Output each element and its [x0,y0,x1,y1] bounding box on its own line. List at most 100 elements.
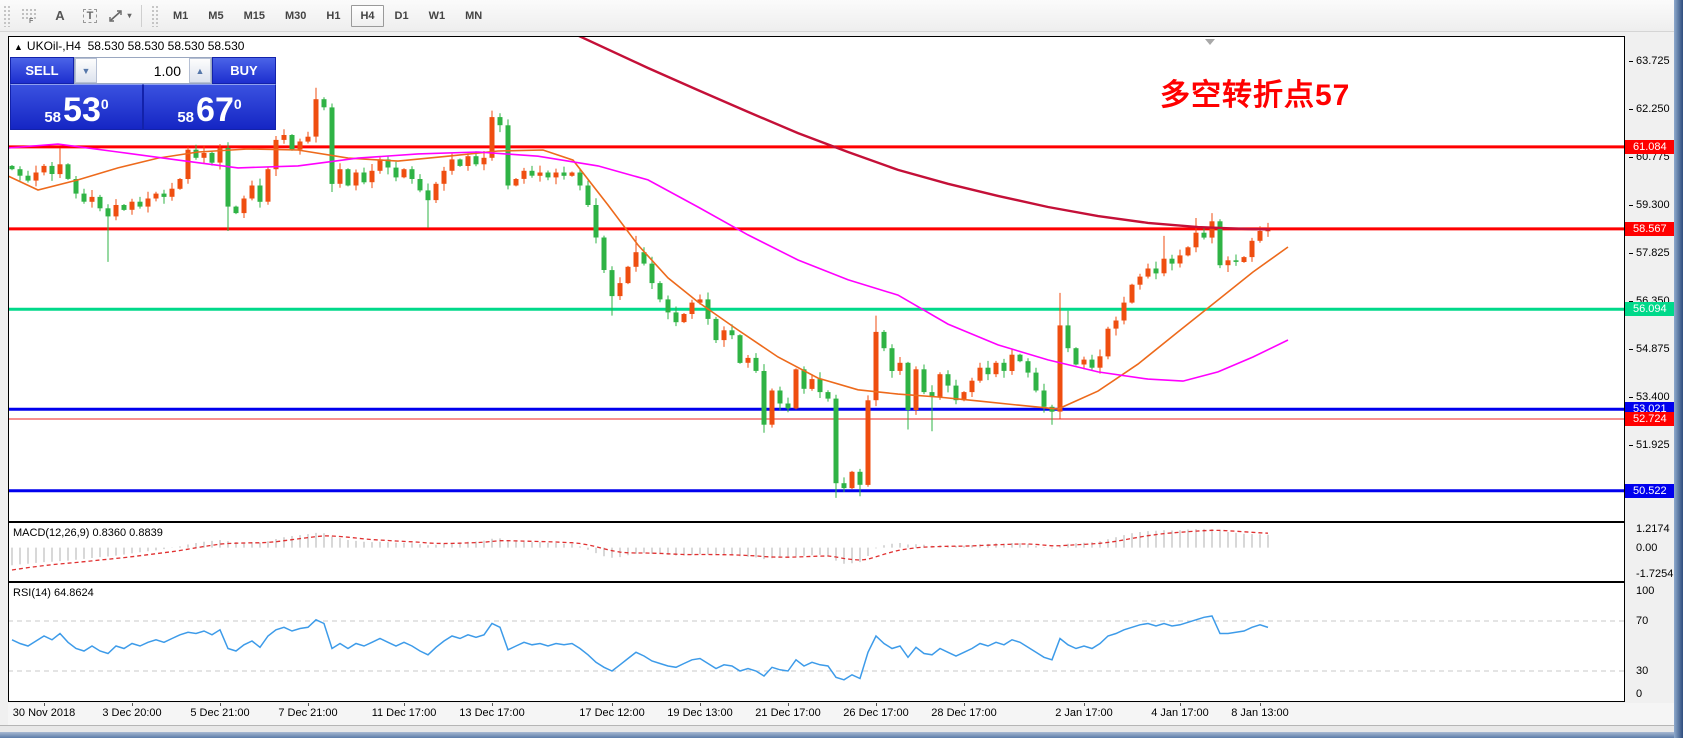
macd-axis-label: 0.00 [1636,542,1658,554]
time-tick [1260,703,1261,706]
sell-price-base: 58 [44,109,62,126]
time-tick [612,703,613,706]
time-tick [492,703,493,706]
time-tick [876,703,877,706]
toolbar-separator [141,4,142,27]
price-tick-label: 51.925 [1636,439,1670,451]
macd-axis-label: -1.7254 [1636,568,1674,580]
rsi-axis-label: 0 [1636,688,1643,700]
timeframe-group: M1 M5 M15 M30 H1 H4 D1 W1 MN [163,4,492,27]
price-tick [1629,109,1633,110]
time-tick-label: 5 Dec 21:00 [190,707,250,719]
toolbar-drag-handle[interactable] [3,4,11,27]
boxed-t-icon: T [82,8,98,23]
price-tick-label: 53.400 [1636,391,1670,403]
time-tick-label: 11 Dec 17:00 [371,707,437,719]
price-tick-label: 60.775 [1636,151,1670,163]
text-label-tool-button[interactable]: A [47,4,73,28]
price-tick [1629,61,1633,62]
sell-price-sup: 0 [100,96,109,112]
price-tick [1629,301,1633,302]
price-tick-label: 54.875 [1636,343,1670,355]
text-box-tool-button[interactable]: T [77,4,103,28]
chart-title: ▲ UKOil-,H4 58.530 58.530 58.530 58.530 [14,39,244,53]
ohlc-quotes-label: 58.530 58.530 58.530 58.530 [87,39,245,53]
chevron-down-icon: ▾ [127,11,132,20]
timeframe-button-h1[interactable]: H1 [326,9,341,22]
volume-decrease-button[interactable]: ▼ [75,58,97,83]
collapse-triangle-icon[interactable]: ▲ [14,42,23,52]
timeframe-button-w1[interactable]: W1 [428,9,446,22]
buy-price-sup: 0 [233,96,242,112]
price-level-badge: 52.724 [1625,412,1674,426]
time-tick [308,703,309,706]
svg-text:MACD(12,26,9) 0.8360 0.8839: MACD(12,26,9) 0.8360 0.8839 [13,527,163,539]
time-tick-label: 28 Dec 17:00 [931,707,997,719]
chart-annotation-text: 多空转折点57 [1160,79,1351,112]
sell-price-display[interactable]: 58 53 0 [10,84,143,130]
grid-f-icon: F [22,8,36,24]
timeframe-button-m5[interactable]: M5 [208,9,224,22]
bottom-window-strip [0,725,1683,738]
time-tick-label: 8 Jan 13:00 [1231,707,1289,719]
svg-text:RSI(14) 64.8624: RSI(14) 64.8624 [13,587,94,599]
svg-text:F: F [29,18,34,24]
sell-button[interactable]: SELL [10,57,74,84]
timeframe-button-d1[interactable]: D1 [394,9,409,22]
time-tick [132,703,133,706]
price-level-badge: 50.522 [1625,484,1674,498]
time-tick [44,703,45,706]
chart-window: MACD(12,26,9) 0.8360 0.8839 RSI(14) 64.86… [0,33,1674,738]
buy-price-display[interactable]: 58 67 0 [143,84,276,130]
time-tick-label: 3 Dec 20:00 [102,707,162,719]
buy-button[interactable]: BUY [212,57,276,84]
price-scale[interactable]: 63.725 62.250 60.775 59.300 57.825 56.350 54.8… [1625,36,1674,702]
sell-price-main: 53 [63,91,101,130]
macd-axis-label: 1.2174 [1636,523,1670,535]
timeframe-button-mn[interactable]: MN [465,9,483,22]
candlestick-chart: MACD(12,26,9) 0.8360 0.8839 RSI(14) 64.86… [8,36,1625,702]
price-tick [1629,253,1633,254]
time-tick-label: 17 Dec 12:00 [579,707,645,719]
grid-f-tool-button[interactable]: F [17,4,43,28]
time-axis[interactable]: 30 Nov 2018 3 Dec 20:00 5 Dec 21:00 7 Dec 2… [8,703,1674,725]
time-tick-label: 26 Dec 17:00 [843,707,909,719]
rsi-axis-label: 30 [1636,665,1649,677]
price-level-badge: 56.094 [1625,302,1674,316]
time-tick [788,703,789,706]
symbol-period-label: UKOil-,H4 [26,39,81,53]
time-tick [220,703,221,706]
time-tick-label: 2 Jan 17:00 [1055,707,1113,719]
one-click-trade-panel: SELL ▼ 1.00 ▲ BUY 58 53 0 58 67 0 [10,57,276,130]
time-tick-label: 4 Jan 17:00 [1151,707,1209,719]
letter-a-icon: A [55,8,65,23]
timeframe-button-h4[interactable]: H4 [351,4,384,27]
price-level-badge: 61.084 [1625,140,1674,154]
time-tick-label: 19 Dec 13:00 [667,707,733,719]
time-tick-label: 7 Dec 21:00 [278,707,338,719]
chart-plot-area[interactable]: MACD(12,26,9) 0.8360 0.8839 RSI(14) 64.86… [8,36,1625,702]
time-tick [404,703,405,706]
volume-increase-button[interactable]: ▲ [189,58,211,83]
price-tick [1629,157,1633,158]
timeframe-button-m15[interactable]: M15 [243,9,265,22]
buy-price-main: 67 [196,91,234,130]
volume-input[interactable]: 1.00 [153,62,181,79]
rsi-axis-label: 70 [1636,615,1649,627]
time-tick [964,703,965,706]
toolbar-drag-handle-2[interactable] [151,4,159,27]
price-tick-label: 57.825 [1636,247,1670,259]
timeframe-button-m30[interactable]: M30 [284,9,307,22]
diagonal-arrows-icon [109,9,123,22]
time-tick [1084,703,1085,706]
time-tick-label: 13 Dec 17:00 [459,707,525,719]
arrows-tool-button[interactable]: ▾ [107,4,133,28]
time-tick-label: 21 Dec 17:00 [755,707,821,719]
time-tick-label: 30 Nov 2018 [12,707,76,719]
price-tick-label: 62.250 [1636,103,1670,115]
price-tick [1629,349,1633,350]
price-tick-label: 59.300 [1636,199,1670,211]
timeframe-button-m1[interactable]: M1 [173,9,189,22]
price-tick-label: 63.725 [1636,55,1670,67]
volume-stepper: ▼ 1.00 ▲ [74,57,212,84]
